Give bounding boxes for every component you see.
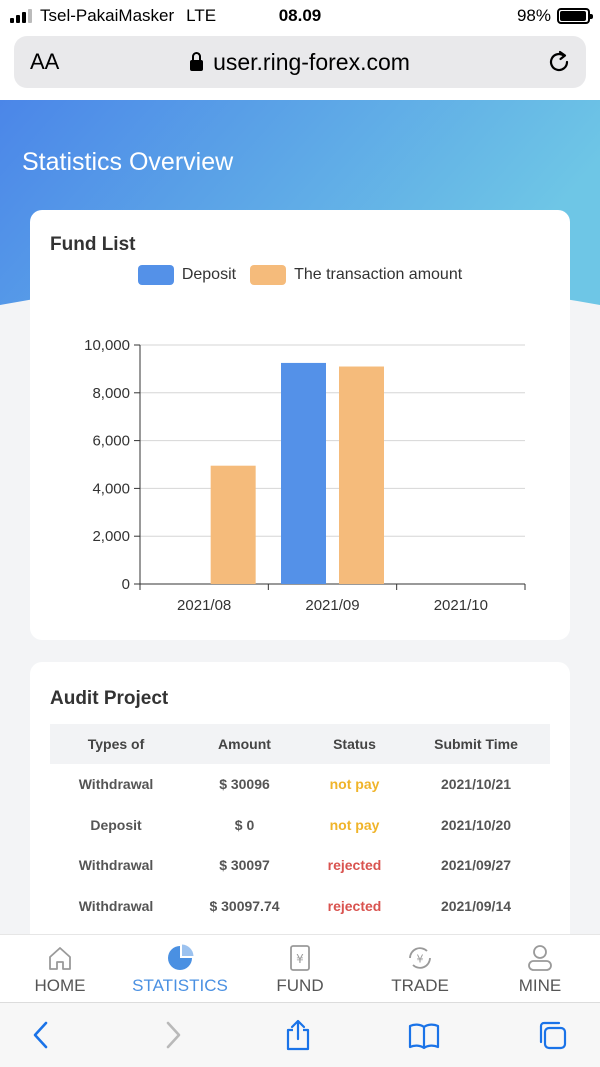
user-icon <box>528 945 552 971</box>
bar-transaction-amount <box>339 366 384 584</box>
svg-text:¥: ¥ <box>296 952 304 966</box>
cell-type: Withdrawal <box>78 776 154 793</box>
signal-icon <box>10 9 32 23</box>
column-header-type: Types of <box>50 724 182 764</box>
chart-legend: Deposit The transaction amount <box>30 265 570 285</box>
fund-icon: ¥ <box>290 945 310 971</box>
cell-type: Withdrawal <box>78 857 154 874</box>
y-tick-label: 8,000 <box>92 385 130 402</box>
cell-status: rejected <box>327 857 382 874</box>
svg-text:¥: ¥ <box>417 953 424 966</box>
legend-label-transaction-amount: The transaction amount <box>294 266 463 283</box>
fund-list-card: Fund List Deposit The transaction amount… <box>30 210 570 640</box>
column-header-submit-time: Submit Time <box>402 724 550 764</box>
y-tick-label: 0 <box>122 576 130 593</box>
pie-chart-icon <box>168 944 194 970</box>
legend-item-deposit[interactable]: Deposit <box>137 265 237 285</box>
app-tab-bar: HOME STATISTICS ¥ FUND ¥ TRADE MINE <box>0 934 600 1002</box>
trade-icon: ¥ <box>409 947 431 969</box>
url-text: user.ring-forex.com <box>213 49 410 75</box>
x-tick-label: 2021/09 <box>305 597 359 614</box>
legend-swatch-deposit <box>137 265 174 285</box>
table-row[interactable]: Withdrawal $ 30096 not pay 2021/10/21 <box>50 764 550 805</box>
audit-table: Types of Amount Status Submit Time Withd… <box>50 724 550 926</box>
tab-mine[interactable]: MINE <box>480 935 600 1002</box>
tab-trade[interactable]: ¥ TRADE <box>360 935 480 1002</box>
url-display[interactable]: user.ring-forex.com <box>14 49 586 76</box>
battery-icon <box>557 8 593 24</box>
network-type: LTE <box>186 6 217 25</box>
table-row[interactable]: Withdrawal $ 30097 rejected 2021/09/27 <box>50 845 550 886</box>
cell-submit-time: 2021/09/27 <box>440 857 512 874</box>
tab-fund[interactable]: ¥ FUND <box>240 935 360 1002</box>
tab-label-home: HOME <box>34 976 86 995</box>
fund-list-title: Fund List <box>50 234 136 255</box>
address-bar[interactable]: AA user.ring-forex.com <box>14 36 586 88</box>
text-size-label: AA <box>30 49 60 74</box>
cell-amount: $ 30097 <box>219 857 270 874</box>
audit-project-title: Audit Project <box>50 688 169 709</box>
y-tick-label: 2,000 <box>92 528 130 545</box>
cell-type: Deposit <box>90 816 142 833</box>
lock-icon <box>190 52 204 71</box>
battery-percent: 98% <box>516 6 551 25</box>
cell-amount: $ 30096 <box>219 776 270 793</box>
back-icon[interactable] <box>26 1019 58 1051</box>
x-tick-label: 2021/08 <box>177 597 231 614</box>
table-row[interactable]: Withdrawal $ 30097.74 rejected 2021/09/1… <box>50 886 550 927</box>
tab-label-trade: TRADE <box>391 976 449 995</box>
y-tick-label: 6,000 <box>92 433 130 450</box>
tab-statistics[interactable]: STATISTICS <box>120 935 240 1002</box>
bar-transaction-amount <box>210 465 256 584</box>
tabs-icon[interactable] <box>536 1019 568 1051</box>
reload-icon[interactable] <box>546 49 572 75</box>
column-header-amount: Amount <box>182 724 307 764</box>
clock: 08.09 <box>278 6 322 25</box>
carrier-name: Tsel-PakaiMasker <box>40 6 175 25</box>
bar-deposit <box>281 362 326 584</box>
share-icon[interactable] <box>282 1019 314 1051</box>
page-title: Statistics Overview <box>22 148 234 176</box>
tab-label-fund: FUND <box>276 976 324 995</box>
tab-home[interactable]: HOME <box>0 935 120 1002</box>
cell-status: not pay <box>329 816 380 833</box>
x-tick-label: 2021/10 <box>434 597 488 614</box>
table-header-row: Types of Amount Status Submit Time <box>50 724 550 764</box>
browser-toolbar <box>0 1002 600 1067</box>
column-header-status: Status <box>307 724 402 764</box>
cell-submit-time: 2021/10/20 <box>440 816 512 833</box>
fund-bar-chart: 0 2,000 4,000 6,000 8,000 10,000 2021/08 2021/0… <box>84 337 526 614</box>
audit-project-card: Audit Project Types of Amount Status Sub… <box>30 662 570 962</box>
tab-label-mine: MINE <box>518 976 562 995</box>
bookmarks-icon[interactable] <box>408 1019 440 1051</box>
y-tick-label: 10,000 <box>84 337 130 354</box>
legend-item-transaction-amount[interactable]: The transaction amount <box>250 265 462 285</box>
cell-type: Withdrawal <box>78 897 154 914</box>
legend-swatch-transaction-amount <box>250 265 287 285</box>
cell-status: rejected <box>327 897 382 914</box>
cell-submit-time: 2021/09/14 <box>440 897 512 914</box>
home-icon <box>49 947 71 970</box>
cell-amount: $ 30097.74 <box>209 897 280 914</box>
browser-address-area: AA user.ring-forex.com <box>0 30 600 100</box>
cell-status: not pay <box>329 776 380 793</box>
cell-amount: $ 0 <box>234 816 255 833</box>
y-tick-label: 4,000 <box>92 480 130 497</box>
cell-submit-time: 2021/10/21 <box>440 776 512 793</box>
tab-label-statistics: STATISTICS <box>132 976 228 995</box>
status-bar: Tsel-PakaiMasker LTE 08.09 98% <box>0 0 600 30</box>
text-size-button[interactable]: AA <box>30 49 59 75</box>
forward-icon[interactable] <box>156 1019 188 1051</box>
legend-label-deposit: Deposit <box>181 266 237 283</box>
table-row[interactable]: Deposit $ 0 not pay 2021/10/20 <box>50 805 550 846</box>
